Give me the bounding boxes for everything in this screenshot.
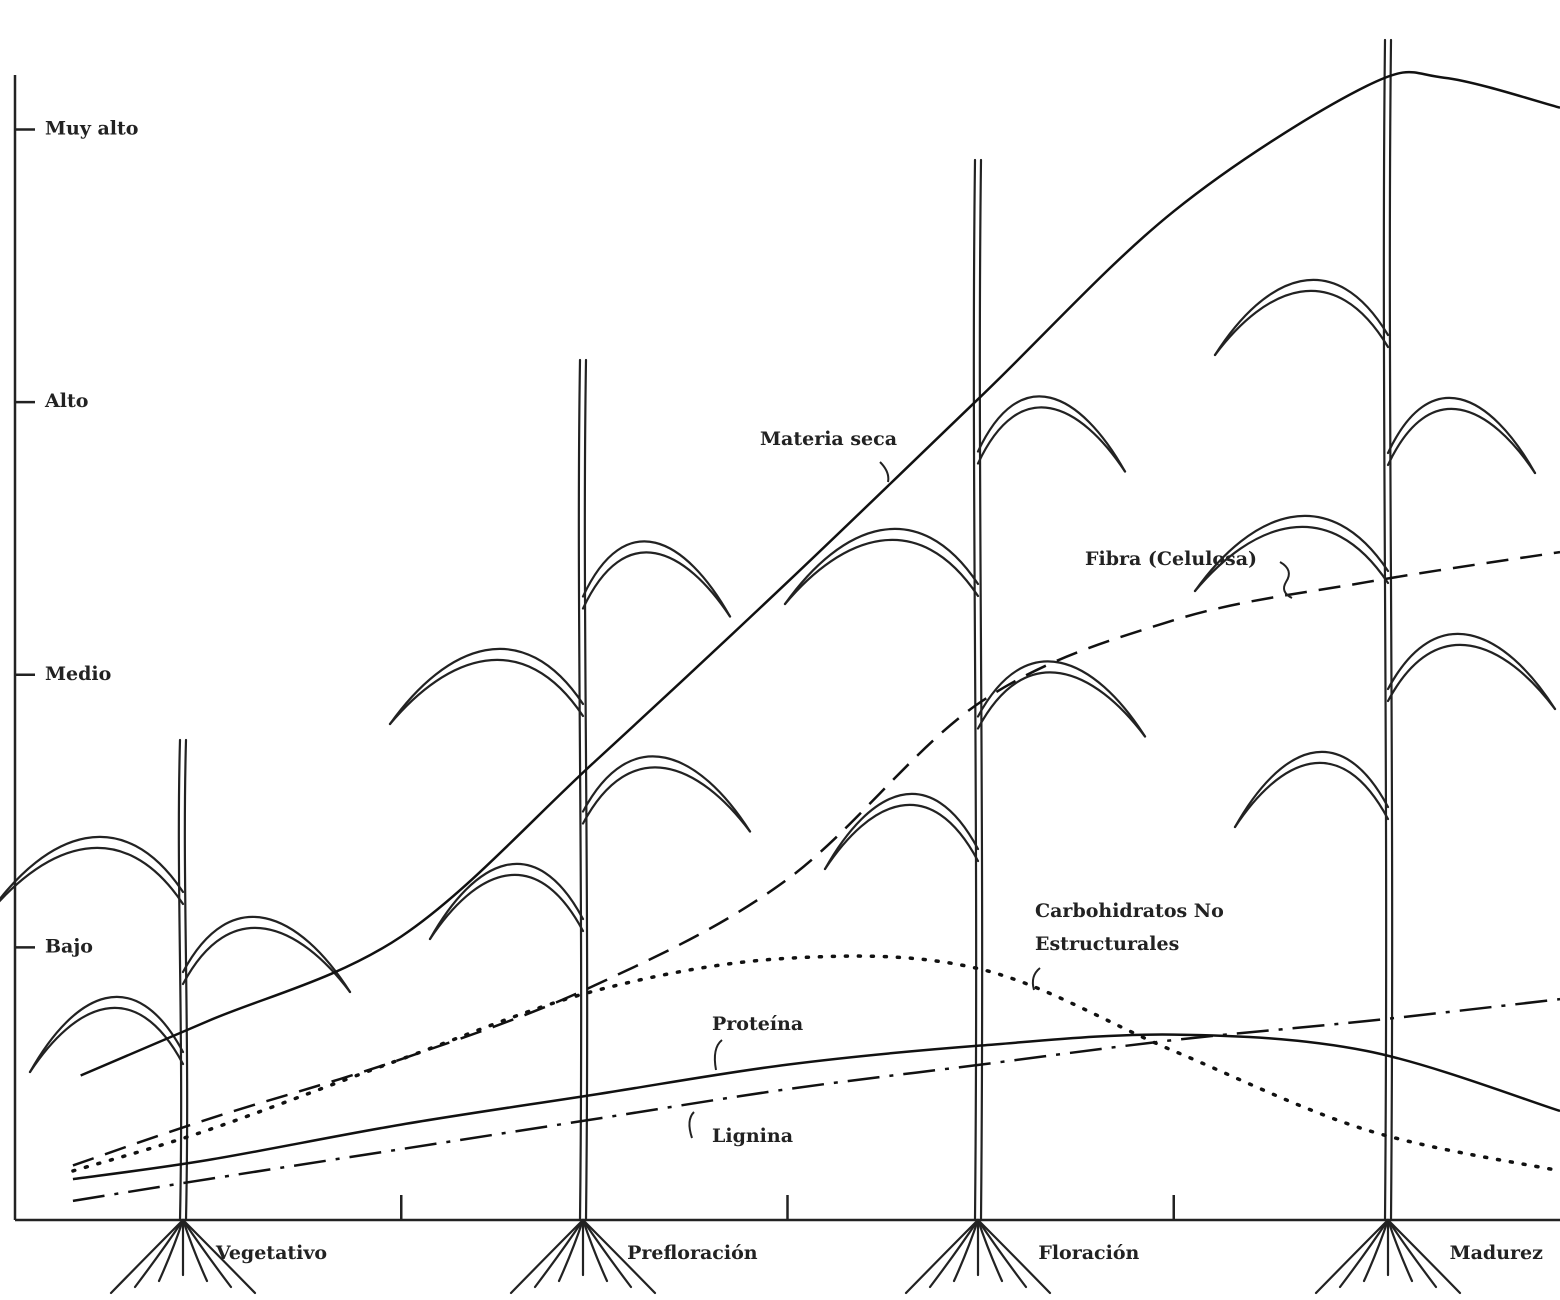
plant-root (906, 1220, 978, 1293)
plant-stem (579, 360, 581, 1220)
y-tick-label: Medio (45, 663, 111, 685)
plant-root (930, 1220, 978, 1287)
plant-root (511, 1220, 583, 1293)
chart-canvas: Bajo Medio Alto Muy alto Vegetativo Preflorac… (0, 0, 1560, 1300)
plant (0, 740, 350, 1293)
plant-stem (1390, 40, 1392, 1220)
plant-illustrations (0, 40, 1555, 1293)
y-tick-label: Bajo (45, 935, 93, 957)
plant-stem (585, 360, 587, 1220)
plant-stem (980, 160, 982, 1220)
series-line (73, 1035, 1560, 1180)
y-tick-label: Alto (44, 390, 88, 412)
series-line (73, 552, 1560, 1165)
plant-root (111, 1220, 183, 1293)
plant-stem (179, 740, 181, 1220)
series-label: Fibra (Celulosa) (1085, 543, 1345, 576)
label-arrow (689, 1112, 694, 1138)
label-arrow (880, 462, 888, 482)
x-category-label: Prefloración (627, 1242, 758, 1264)
series-label: Lignina (712, 1120, 832, 1153)
plant (785, 160, 1145, 1293)
series-label: Carbohidratos No Estructurales (1035, 895, 1235, 961)
series-label: Materia seca (760, 423, 950, 456)
plant (1195, 40, 1555, 1293)
plant-leaf (0, 848, 183, 912)
plant-root (535, 1220, 583, 1287)
series-label: Proteína (712, 1008, 832, 1041)
plant-root (135, 1220, 183, 1287)
plant-root (978, 1220, 1026, 1287)
label-arrow (715, 1040, 722, 1070)
y-tick-label: Muy alto (45, 118, 138, 140)
plant-root (1340, 1220, 1388, 1287)
chart: Bajo Medio Alto Muy alto Vegetativo Preflorac… (0, 0, 1560, 1300)
x-category-label: Floración (1038, 1242, 1139, 1264)
plant-root (583, 1220, 631, 1287)
plant-stem (974, 160, 976, 1220)
plant (390, 360, 750, 1293)
plant-root (1316, 1220, 1388, 1293)
x-category-label: Madurez (1450, 1242, 1544, 1264)
x-category-label: Vegetativo (215, 1242, 327, 1264)
plant-root (1388, 1220, 1436, 1287)
plant-stem (1384, 40, 1386, 1220)
